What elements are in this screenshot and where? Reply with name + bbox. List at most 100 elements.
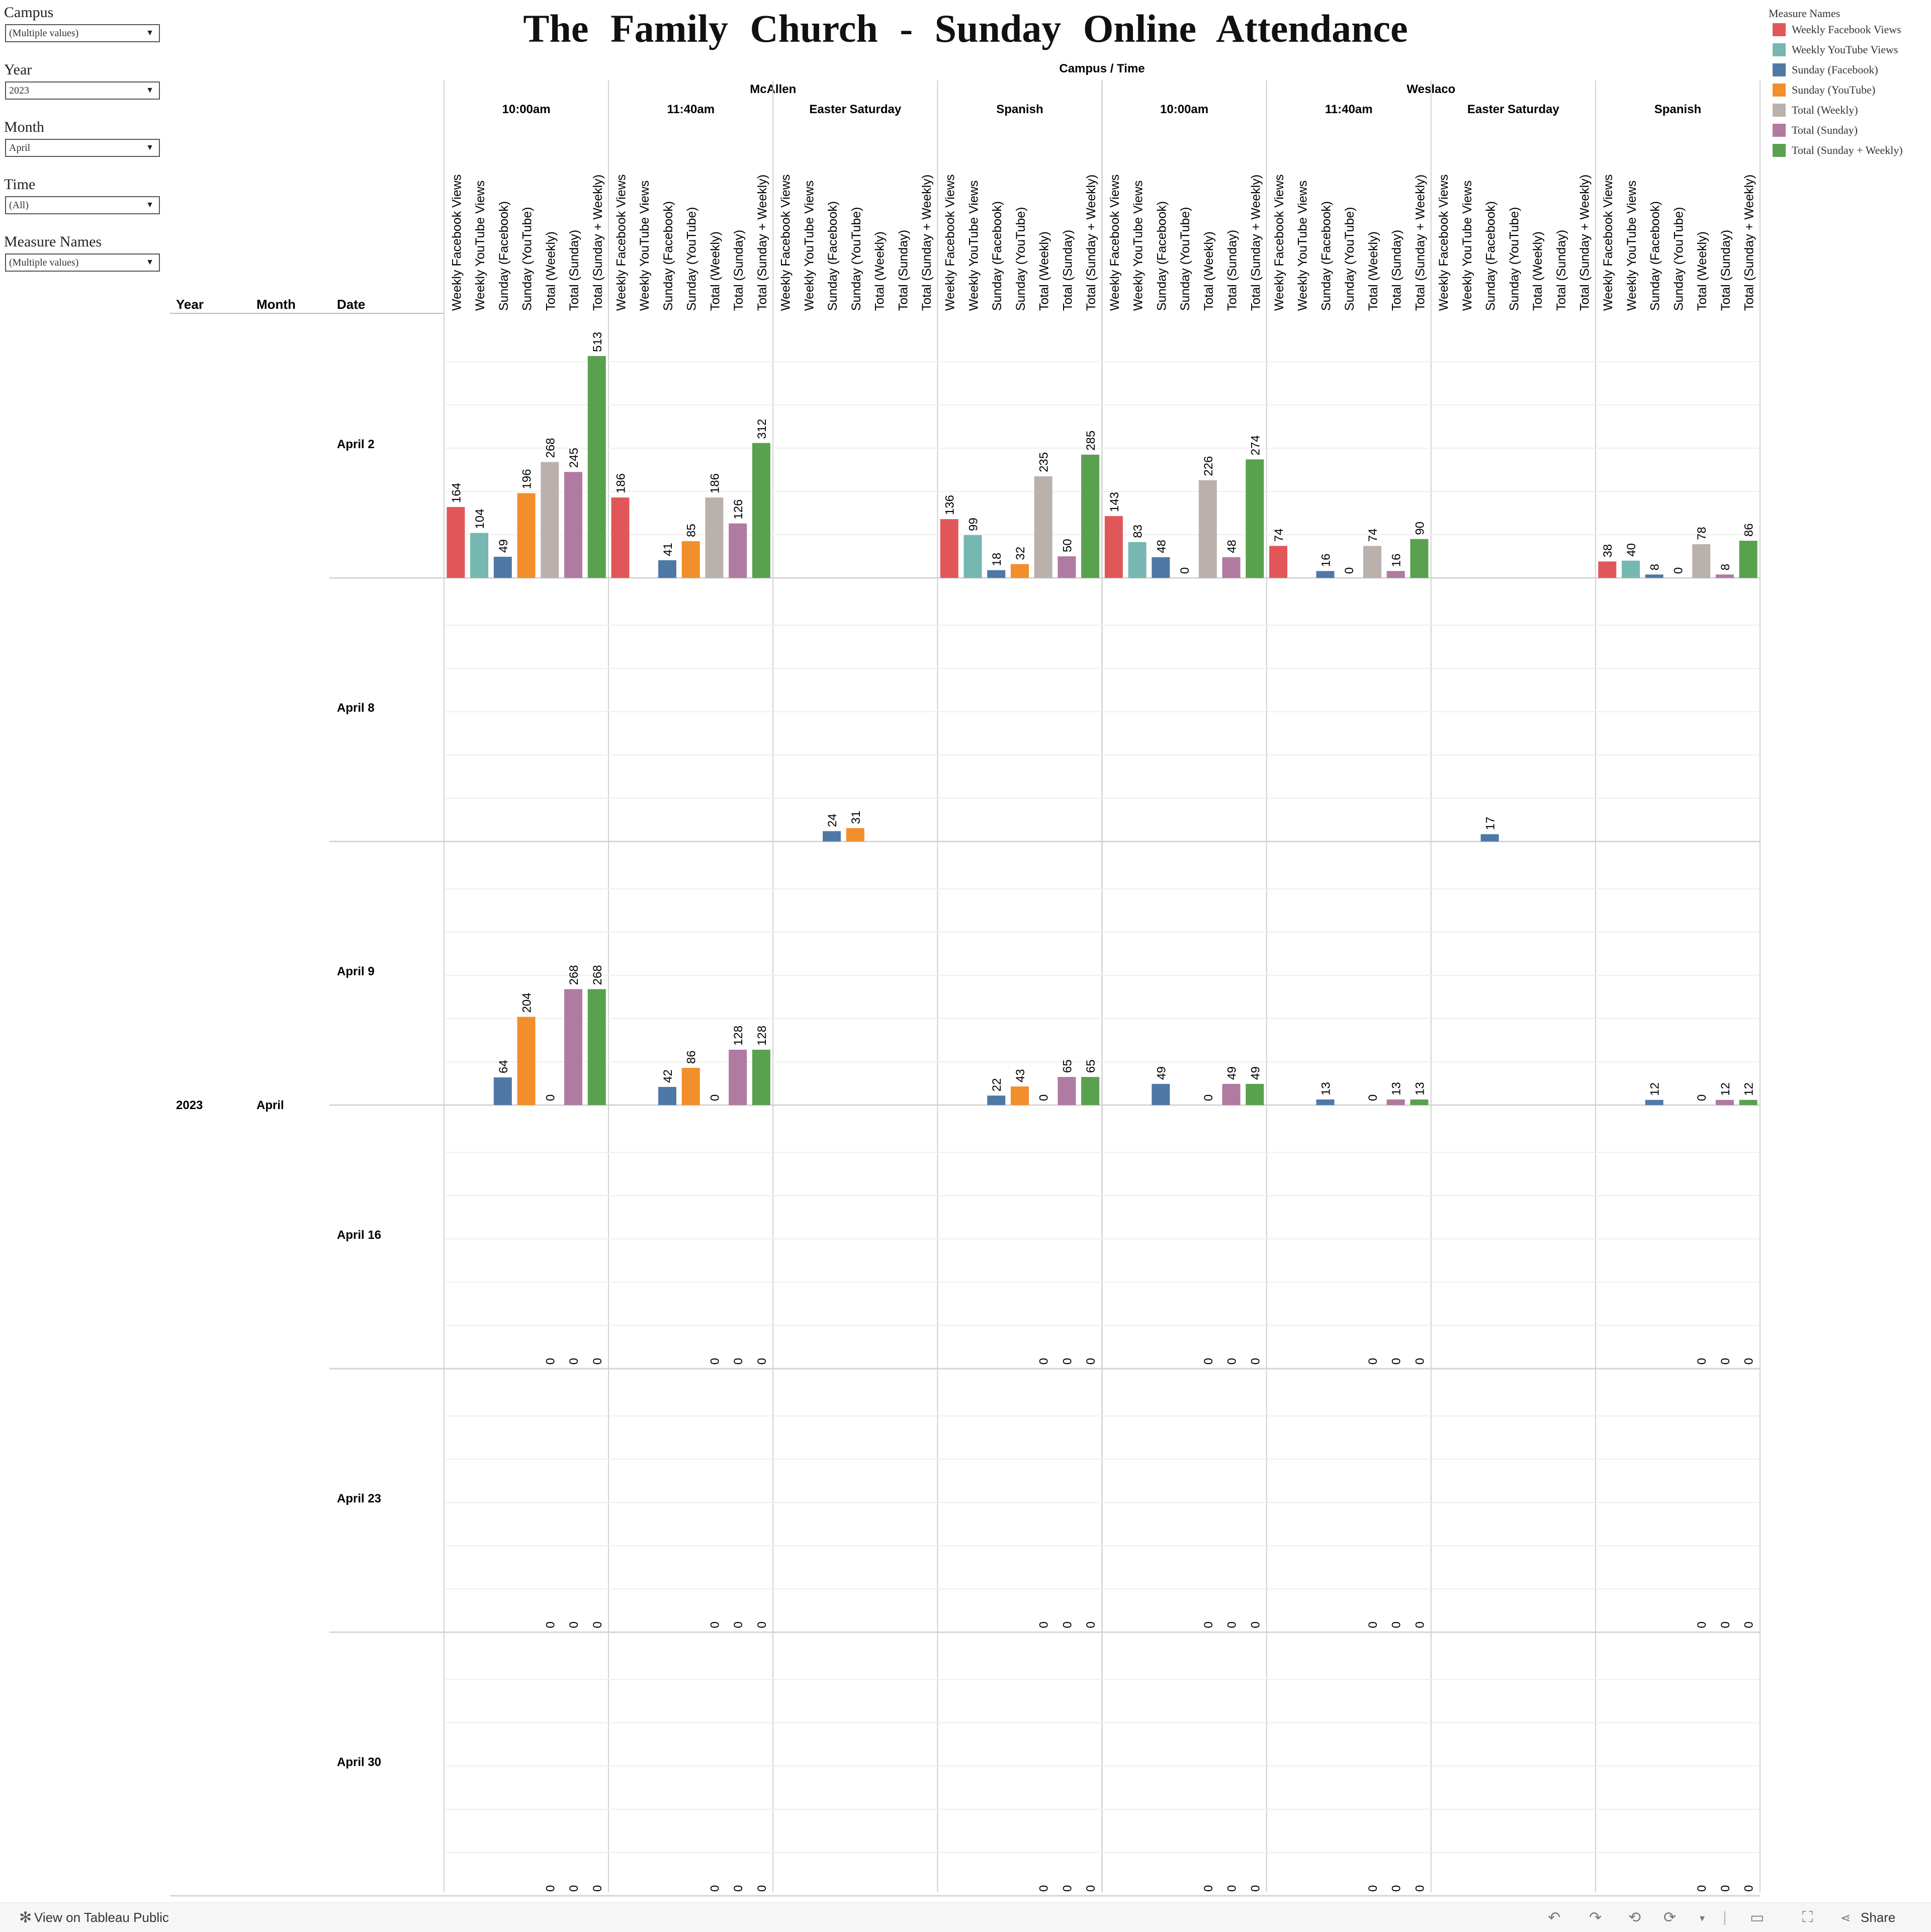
- bar: [1715, 1100, 1734, 1105]
- campus-filter-dropdown[interactable]: (Multiple values) ▼: [5, 24, 160, 42]
- time-filter-dropdown[interactable]: (All) ▼: [5, 196, 160, 214]
- bar-value-label: 0: [1413, 1622, 1427, 1628]
- chevron-down-icon: ▼: [146, 143, 154, 152]
- measure-axis-label: Total (Sunday + Weekly): [1742, 175, 1757, 311]
- bar-value-label: 0: [1202, 1095, 1215, 1101]
- bar: [729, 523, 747, 578]
- month-filter-label: Month: [4, 119, 45, 135]
- bar-value-label: 0: [1742, 1885, 1756, 1892]
- bar-value-label: 0: [591, 1885, 604, 1892]
- measure-axis-label: Weekly Facebook Views: [1272, 175, 1286, 311]
- bar: [1410, 1099, 1429, 1105]
- bar-value-label: 12: [1648, 1082, 1662, 1096]
- bar-value-label: 0: [1390, 1885, 1403, 1892]
- comment-icon[interactable]: ▭: [1750, 1909, 1765, 1926]
- bar-value-label: 0: [544, 1095, 557, 1101]
- legend-item[interactable]: Weekly YouTube Views: [1768, 42, 1928, 62]
- undo-icon[interactable]: ↶: [1548, 1909, 1561, 1926]
- measure-axis-label: Weekly YouTube Views: [1625, 181, 1639, 311]
- bar-value-label: 513: [591, 332, 604, 352]
- measure-axis-label: Weekly YouTube Views: [1131, 181, 1146, 311]
- bar-value-label: 268: [567, 965, 581, 985]
- bar-value-label: 0: [544, 1885, 557, 1892]
- bar: [1058, 1077, 1076, 1105]
- bar: [1598, 561, 1617, 578]
- month-filter-dropdown[interactable]: April ▼: [5, 139, 160, 157]
- bar-value-label: 50: [1061, 539, 1074, 552]
- bar: [1222, 1083, 1241, 1105]
- bar-value-label: 0: [1719, 1358, 1732, 1365]
- bar: [1269, 546, 1287, 578]
- bar-value-label: 0: [1084, 1358, 1098, 1365]
- bar-value-label: 0: [755, 1358, 769, 1365]
- bar-value-label: 0: [1695, 1358, 1709, 1365]
- bar-value-label: 0: [1202, 1885, 1215, 1892]
- bar-value-label: 17: [1484, 817, 1498, 830]
- bar-value-label: 0: [1719, 1885, 1732, 1892]
- bar-value-label: 85: [685, 524, 698, 537]
- bar-value-label: 13: [1413, 1082, 1427, 1096]
- bar-value-label: 143: [1108, 492, 1121, 512]
- bar-value-label: 74: [1272, 529, 1286, 542]
- measure-axis-label: Sunday (Facebook): [990, 201, 1004, 311]
- refresh-icon[interactable]: ⟳: [1663, 1909, 1677, 1926]
- legend-item[interactable]: Total (Weekly): [1768, 103, 1928, 123]
- measure-axis-label: Sunday (Facebook): [826, 201, 840, 311]
- legend-item[interactable]: Sunday (Facebook): [1768, 62, 1928, 82]
- fullscreen-icon[interactable]: ⛶: [1802, 1909, 1813, 1925]
- bar-value-label: 0: [591, 1622, 604, 1628]
- legend-item[interactable]: Total (Sunday + Weekly): [1768, 143, 1928, 163]
- bar-value-label: 8: [1719, 564, 1732, 570]
- bar-value-label: 12: [1719, 1082, 1732, 1096]
- bar: [729, 1049, 747, 1105]
- measure-axis-label: Total (Weekly): [1366, 231, 1380, 311]
- legend-item[interactable]: Weekly Facebook Views: [1768, 22, 1928, 42]
- bar: [940, 519, 958, 578]
- measure-names-filter-dropdown[interactable]: (Multiple values) ▼: [5, 254, 160, 272]
- bar-value-label: 196: [520, 469, 534, 489]
- bar: [1316, 571, 1335, 578]
- measure-axis-label: Total (Weekly): [1202, 231, 1216, 311]
- bar: [681, 541, 700, 578]
- bar-value-label: 24: [826, 814, 839, 827]
- bar: [1104, 516, 1123, 578]
- measure-axis-label: Total (Weekly): [1695, 231, 1709, 311]
- bar-value-label: 0: [1413, 1885, 1427, 1892]
- bar: [1152, 557, 1170, 578]
- chevron-down-icon: ▼: [146, 258, 154, 267]
- bar-value-label: 0: [732, 1622, 745, 1628]
- legend-item[interactable]: Total (Sunday): [1768, 123, 1928, 143]
- chevron-down-icon[interactable]: ▾: [1700, 1913, 1705, 1924]
- revert-icon[interactable]: ⟲: [1628, 1909, 1641, 1926]
- bar-value-label: 268: [544, 438, 557, 458]
- bar-value-label: 41: [661, 543, 675, 556]
- bar-value-label: 0: [755, 1622, 769, 1628]
- share-button[interactable]: Share: [1861, 1910, 1896, 1925]
- measure-axis-label: Total (Weekly): [1037, 231, 1051, 311]
- bar-value-label: 0: [732, 1358, 745, 1365]
- bar: [752, 1049, 770, 1105]
- bar: [1034, 476, 1052, 578]
- redo-icon[interactable]: ↷: [1589, 1909, 1602, 1926]
- bar-value-label: 0: [1061, 1358, 1074, 1365]
- bar-value-label: 0: [1719, 1622, 1732, 1628]
- bar: [1692, 544, 1711, 578]
- view-on-tableau-link[interactable]: View on Tableau Public: [34, 1910, 169, 1925]
- share-icon: ⋖: [1840, 1911, 1851, 1925]
- bar-value-label: 0: [1202, 1358, 1215, 1365]
- bar-value-label: 86: [685, 1050, 698, 1064]
- bar: [1363, 546, 1381, 578]
- bar-value-label: 0: [1084, 1885, 1098, 1892]
- measure-axis-label: Total (Sunday): [1061, 230, 1075, 311]
- bar-value-label: 0: [1249, 1885, 1262, 1892]
- bar-value-label: 48: [1155, 540, 1168, 553]
- bar: [1058, 556, 1076, 578]
- bar-value-label: 78: [1695, 527, 1709, 540]
- bar-value-label: 0: [1366, 1358, 1380, 1365]
- year-filter-dropdown[interactable]: 2023 ▼: [5, 81, 160, 100]
- bar: [1739, 1100, 1758, 1105]
- measure-axis-label: Total (Sunday + Weekly): [1084, 175, 1098, 311]
- bar: [681, 1068, 700, 1105]
- legend-item[interactable]: Sunday (YouTube): [1768, 82, 1928, 103]
- measure-axis-label: Total (Sunday): [732, 230, 746, 311]
